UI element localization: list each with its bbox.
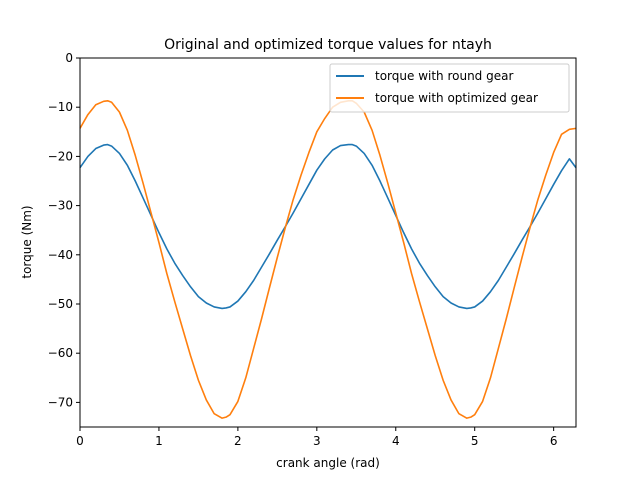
series-layer [79,100,577,419]
y-tick-label: −70 [48,395,73,409]
y-tick-label: −50 [48,297,73,311]
series-line-round-gear [79,143,577,310]
y-tick-label: −10 [48,100,73,114]
y-tick-label: −40 [48,248,73,262]
x-tick-label: 6 [550,434,558,448]
y-axis-label: torque (Nm) [20,205,34,278]
legend: torque with round gear torque with optim… [329,63,570,113]
x-tick-label: 0 [76,434,84,448]
y-tick-label: −60 [48,346,73,360]
legend-frame [329,63,570,113]
plot-frame [79,57,577,428]
x-tick-label: 2 [234,434,242,448]
x-axis-label: crank angle (rad) [276,456,380,470]
series-line-optimized-gear [79,100,577,419]
y-tick-label: −20 [48,149,73,163]
x-tick-label: 3 [313,434,321,448]
x-tick-label: 4 [392,434,400,448]
plot-area [79,57,577,428]
y-tick-label: −30 [48,199,73,213]
legend-label-round-gear: torque with round gear [375,69,513,83]
chart-title: Original and optimized torque values for… [164,37,492,53]
x-tick-label: 5 [471,434,479,448]
legend-label-optimized-gear: torque with optimized gear [375,91,538,105]
y-tick-label: 0 [65,51,73,65]
x-axis: 0 1 2 3 4 5 6 [76,427,557,448]
y-axis: 0 −10 −20 −30 −40 −50 −60 −70 [48,51,80,409]
x-tick-label: 1 [155,434,163,448]
